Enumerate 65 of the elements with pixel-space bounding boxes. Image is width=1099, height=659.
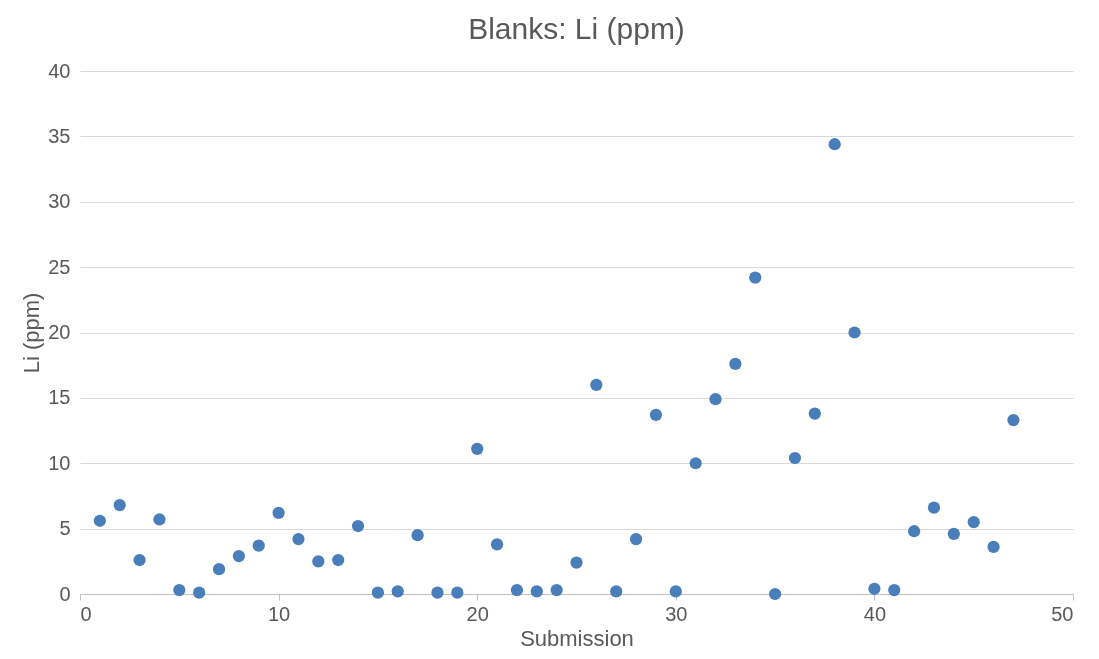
point xyxy=(93,514,106,527)
point xyxy=(570,556,583,569)
point xyxy=(351,519,365,533)
point xyxy=(272,506,285,520)
point xyxy=(193,586,206,599)
y-tick-label: 35 xyxy=(48,124,71,147)
x-tick-label: 30 xyxy=(665,602,688,625)
chart-title: Blanks: Li (ppm) xyxy=(468,12,685,45)
point xyxy=(1007,413,1020,427)
point xyxy=(173,583,186,597)
point xyxy=(649,408,663,421)
point xyxy=(808,407,821,420)
point xyxy=(232,549,245,563)
point xyxy=(212,563,226,576)
point xyxy=(510,583,524,597)
point xyxy=(371,586,385,599)
point xyxy=(332,553,345,567)
point xyxy=(908,525,921,538)
point xyxy=(947,527,960,540)
x-tick-label: 40 xyxy=(863,602,887,625)
y-tick-label: 15 xyxy=(48,386,71,409)
point xyxy=(490,538,504,551)
point xyxy=(411,529,424,542)
point xyxy=(312,555,325,568)
point xyxy=(749,271,762,284)
point xyxy=(530,585,543,598)
point xyxy=(729,357,742,370)
x-tick-label: 10 xyxy=(267,602,291,625)
point xyxy=(768,587,782,601)
y-tick-label: 30 xyxy=(48,190,71,213)
y-tick-label: 5 xyxy=(59,517,71,540)
point xyxy=(153,513,166,526)
x-tick-label: 20 xyxy=(466,602,489,625)
x-axis-title: Submission xyxy=(520,625,634,651)
point xyxy=(987,540,1000,554)
point xyxy=(133,553,146,567)
y-tick-label: 40 xyxy=(48,59,71,82)
point xyxy=(967,515,980,529)
point xyxy=(292,532,305,546)
point xyxy=(689,457,702,470)
point xyxy=(669,585,682,598)
point xyxy=(828,138,841,151)
point xyxy=(451,586,464,599)
point xyxy=(888,583,901,597)
point xyxy=(610,585,623,598)
y-tick-label: 10 xyxy=(48,451,71,474)
point xyxy=(550,583,563,597)
point xyxy=(868,582,881,595)
point xyxy=(252,539,265,552)
y-axis-title: Li (ppm) xyxy=(19,292,45,374)
point xyxy=(471,442,484,455)
point xyxy=(788,451,802,465)
x-tick-label: 0 xyxy=(80,602,92,625)
point xyxy=(590,378,603,391)
point xyxy=(709,393,722,406)
y-tick-label: 0 xyxy=(59,582,71,605)
point xyxy=(848,326,861,339)
point xyxy=(629,532,643,546)
point xyxy=(391,585,404,598)
point xyxy=(113,498,126,512)
y-tick-label: 20 xyxy=(48,321,71,343)
point xyxy=(927,501,941,514)
y-tick-label: 25 xyxy=(48,255,71,278)
x-tick-label: 50 xyxy=(1051,602,1074,625)
point xyxy=(431,586,444,599)
